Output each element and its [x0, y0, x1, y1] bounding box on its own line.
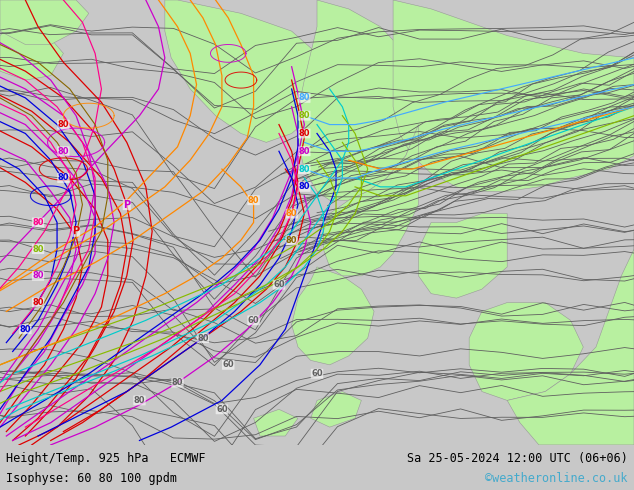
Text: P: P	[72, 226, 80, 236]
Text: 80: 80	[58, 173, 69, 182]
Polygon shape	[254, 409, 298, 436]
Polygon shape	[0, 0, 89, 45]
Text: 80: 80	[32, 298, 44, 307]
Text: 80: 80	[299, 129, 310, 138]
Text: 80: 80	[32, 218, 44, 227]
Polygon shape	[311, 392, 361, 427]
Text: 80: 80	[32, 245, 44, 254]
Polygon shape	[298, 0, 418, 200]
Text: 80: 80	[248, 196, 259, 205]
Polygon shape	[469, 302, 583, 400]
Text: 60: 60	[248, 316, 259, 325]
Text: 80: 80	[299, 111, 310, 120]
Polygon shape	[418, 214, 507, 298]
Polygon shape	[393, 0, 634, 191]
Text: 60: 60	[311, 369, 323, 378]
Text: 80: 80	[197, 334, 209, 343]
Polygon shape	[292, 267, 374, 365]
Text: 80: 80	[134, 396, 145, 405]
Text: P: P	[123, 199, 131, 210]
Text: 80: 80	[299, 147, 310, 156]
Polygon shape	[0, 22, 63, 80]
Text: Isophyse: 60 80 100 gpdm: Isophyse: 60 80 100 gpdm	[6, 472, 178, 485]
Polygon shape	[323, 124, 418, 276]
Text: 80: 80	[286, 236, 297, 245]
Text: 80: 80	[299, 182, 310, 192]
Text: 80: 80	[299, 165, 310, 173]
Text: 80: 80	[286, 209, 297, 218]
Polygon shape	[165, 0, 330, 143]
Text: 80: 80	[32, 271, 44, 280]
Text: ©weatheronline.co.uk: ©weatheronline.co.uk	[485, 472, 628, 485]
Text: Height/Temp. 925 hPa   ECMWF: Height/Temp. 925 hPa ECMWF	[6, 452, 206, 465]
Text: 80: 80	[58, 120, 69, 129]
Text: Sa 25-05-2024 12:00 UTC (06+06): Sa 25-05-2024 12:00 UTC (06+06)	[407, 452, 628, 465]
Text: 60: 60	[273, 280, 285, 289]
Text: 60: 60	[223, 360, 234, 369]
Text: 80: 80	[172, 378, 183, 387]
Polygon shape	[507, 231, 634, 445]
Text: 80: 80	[58, 147, 69, 156]
Text: 80: 80	[299, 94, 310, 102]
Text: 60: 60	[216, 405, 228, 414]
Text: 80: 80	[20, 325, 31, 334]
